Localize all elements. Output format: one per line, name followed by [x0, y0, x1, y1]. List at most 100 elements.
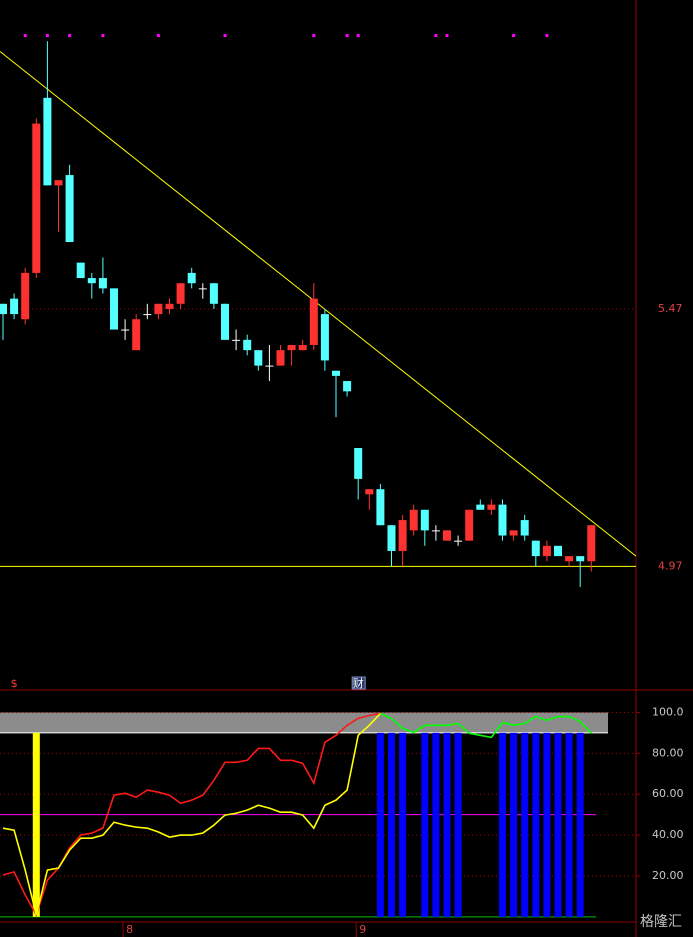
candle-body [365, 489, 374, 495]
bar [454, 732, 462, 917]
bar [376, 732, 384, 917]
candle-body [554, 545, 562, 557]
candle-body [343, 381, 352, 392]
signal-dot [356, 34, 360, 37]
candle-body [187, 272, 196, 284]
candle-body [576, 556, 585, 562]
signal-dot [545, 34, 549, 37]
line-series [380, 712, 592, 739]
candle-body [309, 298, 318, 345]
signal-dot [512, 34, 516, 37]
x-tick-label: 9 [359, 923, 366, 936]
candle-body [398, 520, 407, 551]
bar [543, 732, 551, 917]
candle-body [409, 509, 418, 531]
event-label: 财 [353, 676, 364, 690]
candle-body [209, 283, 218, 304]
candle-body [420, 509, 429, 531]
candle-body [509, 530, 518, 536]
candle-body [121, 329, 130, 331]
bar [521, 732, 529, 917]
candle-body [87, 278, 96, 284]
bar [32, 732, 40, 917]
signal-dot [434, 34, 438, 37]
candle-body [443, 530, 451, 541]
candle-body [221, 303, 229, 340]
candle-body [76, 262, 85, 279]
bar [499, 732, 506, 917]
signal-dot [45, 34, 49, 37]
candle-body [465, 509, 474, 541]
line-series [2, 712, 381, 916]
event-label: $ [11, 677, 18, 690]
band [0, 712, 608, 733]
candle-body [332, 370, 340, 376]
x-tick-label: 8 [126, 923, 133, 936]
candle-body [243, 339, 252, 351]
candle-body [143, 314, 152, 316]
candle-body [254, 350, 263, 366]
candle-body [198, 288, 207, 290]
bar [576, 732, 584, 917]
candle-body [476, 504, 485, 510]
y-tick-label: 100.0 [652, 705, 684, 718]
candle-body [65, 175, 74, 243]
candle-body [454, 540, 463, 542]
signal-dot [223, 34, 227, 37]
signal-dot [445, 34, 449, 37]
watermark: 格隆汇 [640, 914, 682, 930]
bar [443, 732, 451, 917]
y-tick-label: 20.00 [652, 869, 684, 882]
event-box [351, 676, 366, 690]
signal-dot [68, 34, 72, 37]
candle-body [32, 123, 41, 273]
bar [388, 732, 395, 917]
bar [510, 732, 518, 917]
bar [532, 732, 540, 917]
candle-body [587, 525, 596, 562]
candle-body [276, 350, 285, 366]
candle-body [132, 319, 141, 351]
candle-body [298, 345, 307, 351]
candle-body [176, 283, 185, 304]
candle-body [431, 530, 440, 532]
candle-body [21, 272, 30, 320]
candle-body [54, 180, 63, 186]
candle-body [487, 504, 496, 510]
y-tick-label: 5.47 [658, 302, 683, 315]
candle-body [232, 339, 241, 341]
candle-body [165, 303, 174, 309]
candle-body [542, 545, 551, 557]
trendline [0, 51, 637, 557]
candle-body [387, 525, 396, 551]
bar [432, 732, 440, 917]
candle-body [531, 540, 540, 557]
bar [565, 732, 573, 917]
candle-body [43, 97, 52, 186]
bar [421, 732, 429, 917]
candle-body [98, 278, 107, 289]
candle-body [154, 303, 163, 315]
candle-body [354, 447, 363, 479]
signal-dot [156, 34, 160, 37]
y-tick-label: 40.00 [652, 828, 684, 841]
candle-body [520, 520, 529, 536]
bar [554, 732, 562, 917]
candle-body [0, 303, 7, 315]
signal-dot [345, 34, 349, 37]
candle-body [565, 556, 574, 562]
candle-body [10, 298, 19, 315]
signal-dot [312, 34, 316, 37]
candle-body [287, 345, 296, 351]
candle-body [376, 489, 385, 526]
y-tick-label: 80.00 [652, 746, 684, 759]
candle-body [498, 504, 507, 536]
candle-body [110, 288, 118, 330]
y-tick-label: 60.00 [652, 787, 684, 800]
candle-body [320, 314, 329, 361]
signal-dot [23, 34, 27, 37]
y-tick-label: 4.97 [658, 559, 683, 572]
signal-dot [101, 34, 105, 37]
